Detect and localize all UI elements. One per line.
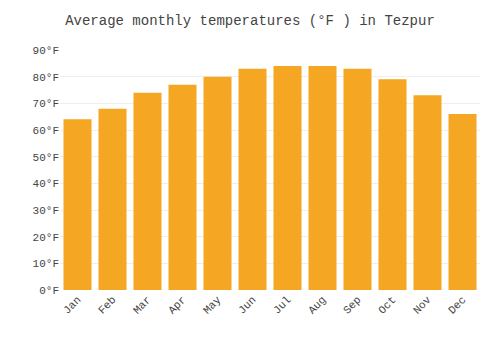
svg-text:Sep: Sep bbox=[341, 294, 363, 316]
svg-text:90°F: 90°F bbox=[33, 45, 59, 57]
svg-text:Feb: Feb bbox=[96, 294, 118, 316]
svg-text:80°F: 80°F bbox=[33, 72, 59, 84]
svg-text:Oct: Oct bbox=[376, 294, 398, 316]
svg-text:0°F: 0°F bbox=[39, 285, 59, 297]
svg-text:Aug: Aug bbox=[306, 294, 328, 316]
svg-text:Dec: Dec bbox=[446, 294, 468, 316]
svg-text:50°F: 50°F bbox=[33, 152, 59, 164]
svg-text:40°F: 40°F bbox=[33, 178, 59, 190]
svg-text:70°F: 70°F bbox=[33, 98, 59, 110]
svg-text:30°F: 30°F bbox=[33, 205, 59, 217]
svg-text:10°F: 10°F bbox=[33, 258, 59, 270]
svg-text:20°F: 20°F bbox=[33, 232, 59, 244]
svg-text:Apr: Apr bbox=[166, 294, 188, 316]
svg-text:Jan: Jan bbox=[61, 294, 83, 316]
svg-text:Average monthly temperatures (: Average monthly temperatures (°F ) in Te… bbox=[65, 13, 435, 29]
svg-text:Jul: Jul bbox=[271, 294, 293, 316]
svg-text:60°F: 60°F bbox=[33, 125, 59, 137]
svg-text:Mar: Mar bbox=[131, 294, 153, 316]
svg-text:Jun: Jun bbox=[236, 294, 258, 316]
svg-text:Nov: Nov bbox=[411, 294, 434, 317]
svg-text:May: May bbox=[201, 294, 224, 317]
